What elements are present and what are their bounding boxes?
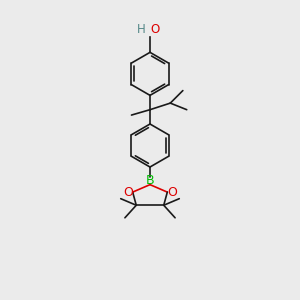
Text: H: H — [137, 22, 146, 36]
Text: O: O — [123, 186, 133, 199]
Text: O: O — [150, 22, 159, 36]
Text: O: O — [167, 186, 177, 199]
Text: B: B — [146, 174, 154, 187]
